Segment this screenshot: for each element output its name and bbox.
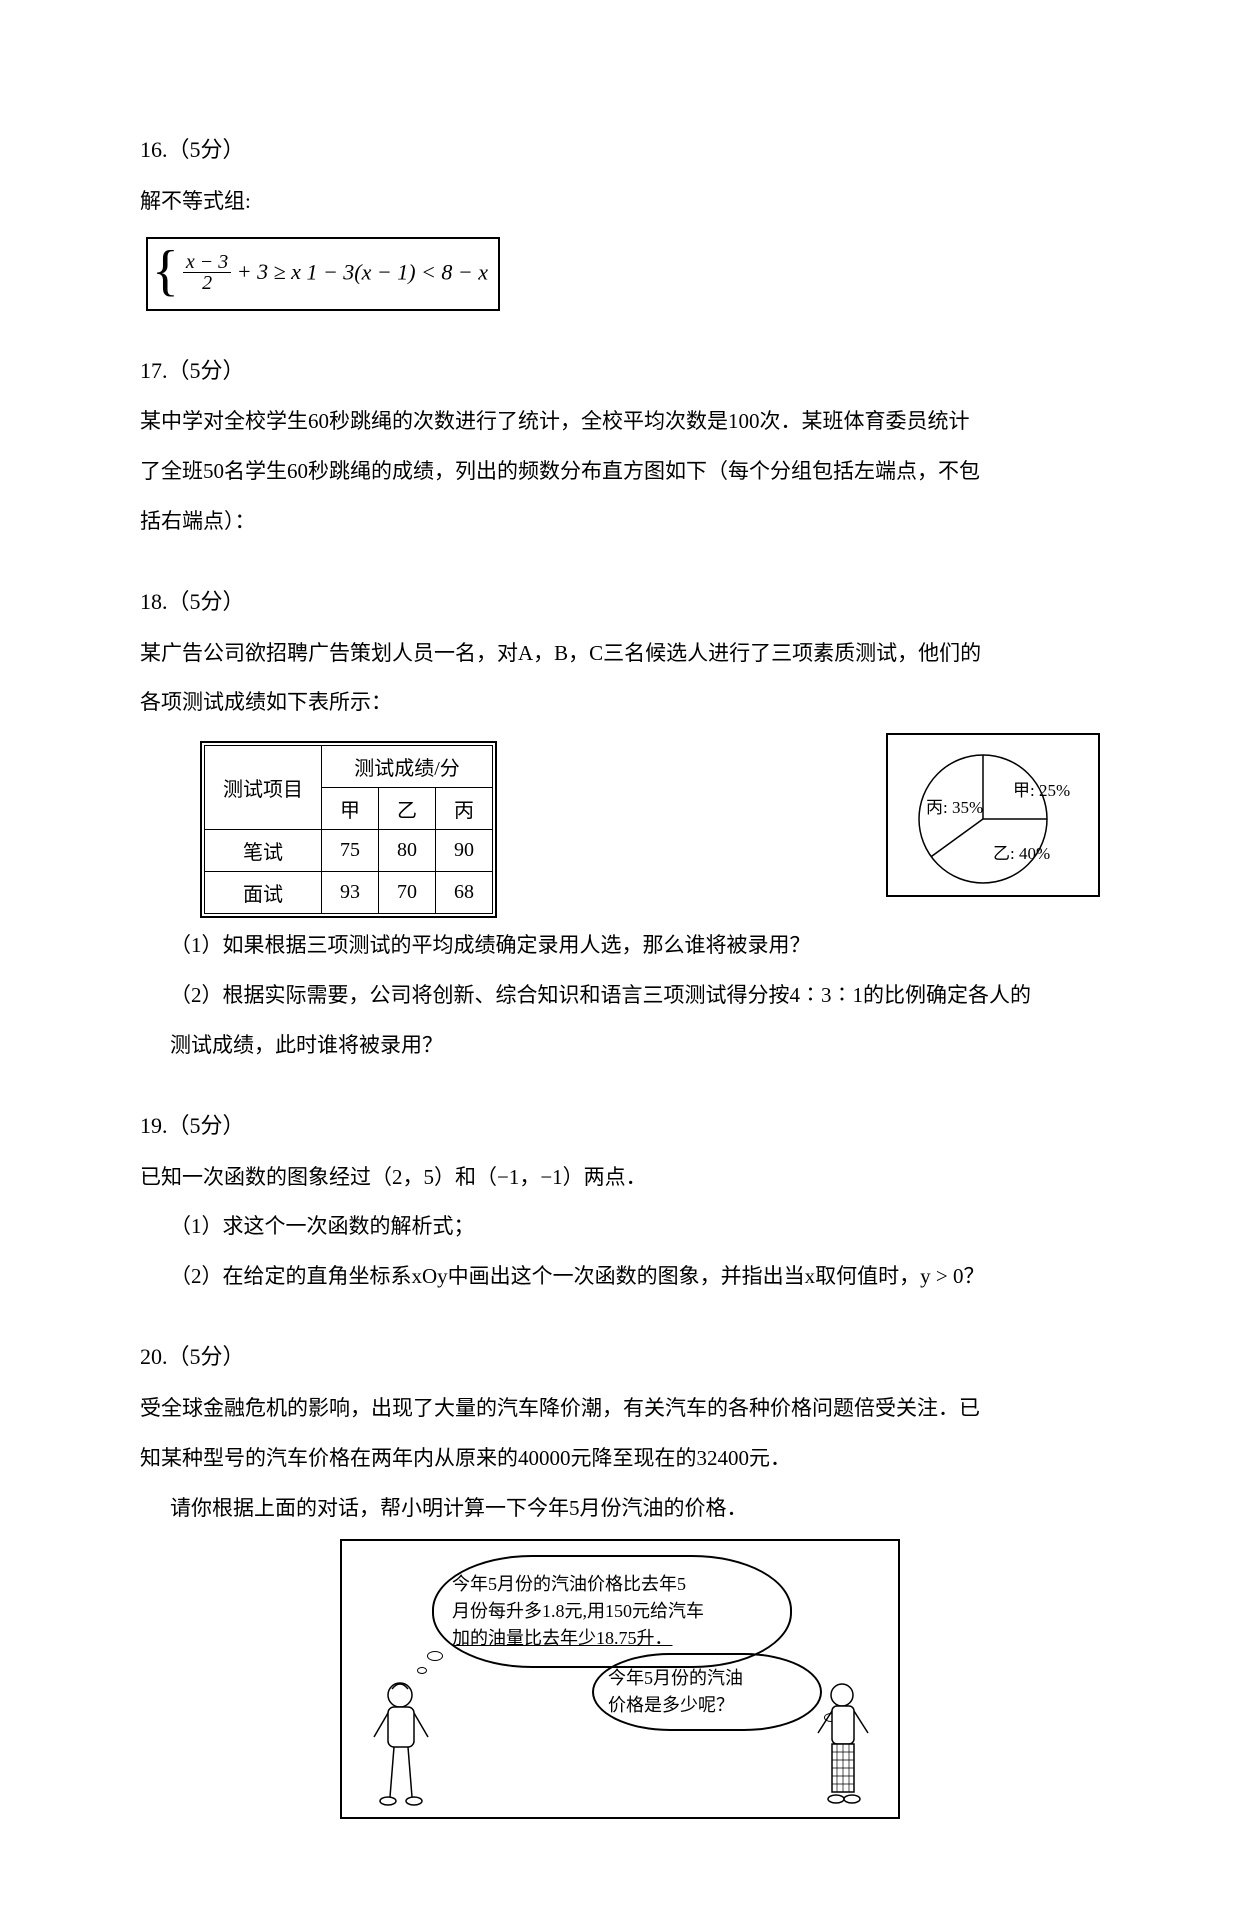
score-table-wrap: 测试项目 测试成绩/分 甲 乙 丙 笔试 75 80 90 bbox=[200, 741, 497, 918]
problem-20-q: 请你根据上面的对话，帮小明计算一下今年5月份汽油的价格． bbox=[140, 1489, 1100, 1529]
cell: 93 bbox=[322, 872, 379, 914]
fraction-denominator: 2 bbox=[183, 273, 231, 293]
row-label: 面试 bbox=[205, 872, 322, 914]
problem-18-header: 18.（5分） bbox=[140, 582, 1100, 622]
inequality-system: { x − 3 2 + 3 ≥ x 1 − 3(x − 1) < 8 − x bbox=[146, 237, 500, 310]
problem-18-intro2: 各项测试成绩如下表所示： bbox=[140, 683, 1100, 723]
cell: 90 bbox=[436, 830, 493, 872]
problem-16-text: 解不等式组: bbox=[140, 182, 1100, 222]
problem-18-q2a: （2）根据实际需要，公司将创新、综合知识和语言三项测试得分按4∶3∶1的比例确定… bbox=[140, 976, 1100, 1016]
speech1-line-b: 月份每升多1.8元,用150元给汽车 bbox=[452, 1598, 772, 1625]
bubble-tail-icon bbox=[427, 1651, 443, 1661]
row1-rest: + 3 ≥ x bbox=[237, 259, 301, 284]
problem-17-header: 17.（5分） bbox=[140, 351, 1100, 391]
table-header-row: 测试项目 测试成绩/分 bbox=[205, 746, 493, 788]
pie-chart: 甲: 25% 乙: 40% 丙: 35% bbox=[898, 741, 1088, 891]
problem-17-line1: 某中学对全校学生60秒跳绳的次数进行了统计，全校平均次数是100次．某班体育委员… bbox=[140, 402, 1100, 442]
score-table: 测试项目 测试成绩/分 甲 乙 丙 笔试 75 80 90 bbox=[204, 745, 493, 914]
problem-20-header: 20.（5分） bbox=[140, 1337, 1100, 1377]
cell: 70 bbox=[379, 872, 436, 914]
problem-20-line2: 知某种型号的汽车价格在两年内从原来的40000元降至现在的32400元． bbox=[140, 1439, 1100, 1479]
system-row-2: 1 − 3(x − 1) < 8 − x bbox=[306, 259, 488, 284]
system-row-1: x − 3 2 + 3 ≥ x bbox=[183, 259, 307, 284]
speech2-line-a: 今年5月份的汽油 bbox=[608, 1665, 806, 1692]
bubble-tail-icon bbox=[417, 1667, 427, 1674]
problem-19-line1: 已知一次函数的图象经过（2，5）和（−1，−1）两点． bbox=[140, 1158, 1100, 1198]
problem-17: 17.（5分） 某中学对全校学生60秒跳绳的次数进行了统计，全校平均次数是100… bbox=[140, 351, 1100, 542]
pie-label-b: 乙: 40% bbox=[993, 844, 1050, 863]
speech2-line-b: 价格是多少呢？ bbox=[608, 1692, 806, 1719]
problem-19-q2: （2）在给定的直角坐标系xOy中画出这个一次函数的图象，并指出当x取何值时，y … bbox=[140, 1257, 1100, 1297]
table-and-pie-row: 测试项目 测试成绩/分 甲 乙 丙 笔试 75 80 90 bbox=[140, 733, 1100, 926]
table-colhead: 测试项目 bbox=[205, 746, 322, 830]
problem-19-header: 19.（5分） bbox=[140, 1106, 1100, 1146]
table-scorehead: 测试成绩/分 bbox=[322, 746, 493, 788]
problem-17-line3: 括右端点）： bbox=[140, 502, 1100, 542]
problem-18-intro1: 某广告公司欲招聘广告策划人员一名，对A，B，C三名候选人进行了三项素质测试，他们… bbox=[140, 634, 1100, 674]
table-row: 面试 93 70 68 bbox=[205, 872, 493, 914]
cartoon-panel: 今年5月份的汽油价格比去年5 月份每升多1.8元,用150元给汽车 加的油量比去… bbox=[340, 1539, 900, 1819]
problem-number: 16.（5分） bbox=[140, 137, 245, 162]
fraction: x − 3 2 bbox=[183, 252, 231, 293]
pie-label-a: 甲: 25% bbox=[1013, 781, 1070, 800]
person-left-icon bbox=[362, 1679, 442, 1809]
problem-16-header: 16.（5分） bbox=[140, 130, 1100, 170]
left-brace-icon: { bbox=[152, 245, 179, 298]
cell: 80 bbox=[379, 830, 436, 872]
person-a: 甲 bbox=[322, 788, 379, 830]
person-b: 乙 bbox=[379, 788, 436, 830]
cell: 75 bbox=[322, 830, 379, 872]
pie-label-c: 丙: 35% bbox=[926, 798, 983, 817]
system-rows: x − 3 2 + 3 ≥ x 1 − 3(x − 1) < 8 − x bbox=[183, 254, 488, 295]
speech1-line-a: 今年5月份的汽油价格比去年5 bbox=[452, 1571, 772, 1598]
problem-20-line1: 受全球金融危机的影响，出现了大量的汽车降价潮，有关汽车的各种价格问题倍受关注．已 bbox=[140, 1389, 1100, 1429]
problem-19: 19.（5分） 已知一次函数的图象经过（2，5）和（−1，−1）两点． （1）求… bbox=[140, 1106, 1100, 1297]
person-right-icon bbox=[808, 1679, 878, 1809]
pie-chart-wrap: 甲: 25% 乙: 40% 丙: 35% bbox=[886, 733, 1100, 897]
person-c: 丙 bbox=[436, 788, 493, 830]
fraction-numerator: x − 3 bbox=[183, 252, 231, 273]
problem-19-q1: （1）求这个一次函数的解析式； bbox=[140, 1207, 1100, 1247]
row-label: 笔试 bbox=[205, 830, 322, 872]
table-row: 笔试 75 80 90 bbox=[205, 830, 493, 872]
problem-16: 16.（5分） 解不等式组: { x − 3 2 + 3 ≥ x 1 − 3(x… bbox=[140, 130, 1100, 311]
problem-20: 20.（5分） 受全球金融危机的影响，出现了大量的汽车降价潮，有关汽车的各种价格… bbox=[140, 1337, 1100, 1818]
cell: 68 bbox=[436, 872, 493, 914]
speech1-line-c: 加的油量比去年少18.75升． bbox=[452, 1625, 772, 1652]
problem-18-q1: （1）如果根据三项测试的平均成绩确定录用人选，那么谁将被录用？ bbox=[140, 926, 1100, 966]
problem-18-q2b: 测试成绩，此时谁将被录用？ bbox=[140, 1026, 1100, 1066]
problem-17-line2: 了全班50名学生60秒跳绳的成绩，列出的频数分布直方图如下（每个分组包括左端点，… bbox=[140, 452, 1100, 492]
problem-18: 18.（5分） 某广告公司欲招聘广告策划人员一名，对A，B，C三名候选人进行了三… bbox=[140, 582, 1100, 1066]
speech-bubble-2: 今年5月份的汽油 价格是多少呢？ bbox=[592, 1653, 822, 1731]
speech-bubble-1: 今年5月份的汽油价格比去年5 月份每升多1.8元,用150元给汽车 加的油量比去… bbox=[432, 1555, 792, 1668]
